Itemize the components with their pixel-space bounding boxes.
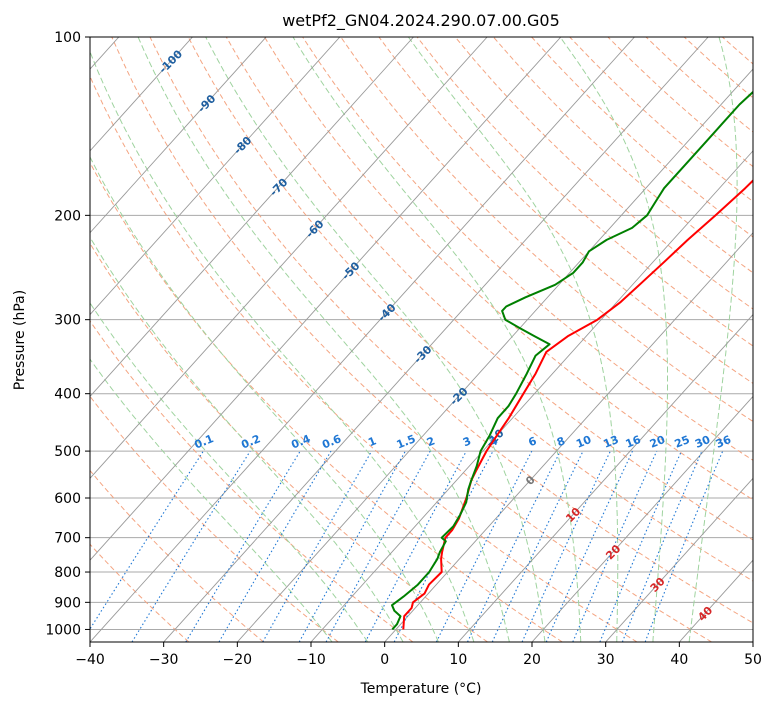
x-tick-label: 50 [744, 652, 762, 668]
x-tick-label: 40 [670, 652, 688, 668]
moist-adiabats [90, 37, 738, 642]
dewpoint-line [391, 90, 753, 631]
mixing-ratio-line [90, 450, 204, 630]
temperature-line [402, 179, 753, 630]
y-axis: 100 200 300 400 500 600 700 800 900 1000 [45, 30, 90, 638]
mixing-ratio-line [325, 450, 431, 642]
x-axis: −40 −30 −20 −10 0 10 20 30 40 50 [75, 642, 762, 668]
x-tick-label: 10 [449, 652, 467, 668]
y-tick-label: 800 [54, 565, 81, 581]
y-axis-label: Pressure (hPa) [12, 290, 28, 390]
y-tick-label: 100 [54, 30, 81, 46]
isotherm-line [90, 37, 488, 479]
mixing-ratio-line [572, 450, 658, 642]
plot-area: -100-90-80-70-60-50-40-30-20-10010203040… [90, 37, 753, 642]
dry-adiabat-line [340, 37, 753, 423]
isotherm-line [90, 37, 341, 316]
mixing-ratio-line [435, 450, 533, 642]
dry-adiabat-line [111, 37, 712, 642]
x-tick-label: 30 [597, 652, 615, 668]
isotherm-line [90, 37, 562, 561]
moist-adiabat-line [407, 37, 619, 642]
dry-adiabat-line [187, 37, 753, 582]
mixing-ratio-label: 25 [673, 433, 692, 451]
mixing-ratio-label: 16 [624, 433, 643, 451]
x-axis-label: Temperature (°C) [360, 681, 482, 697]
moist-adiabat-line [559, 37, 668, 642]
isotherm-line [236, 68, 753, 642]
dry-adiabat-line [264, 37, 753, 501]
moist-adiabat-line [688, 37, 738, 642]
dry-adiabat-line [416, 37, 753, 347]
y-tick-label: 700 [54, 531, 81, 547]
mixing-ratio-line [364, 450, 467, 642]
x-tick-label: 20 [523, 652, 541, 668]
isobar-grid [90, 37, 753, 630]
isotherm-line [457, 313, 753, 642]
dry-adiabat-line [90, 161, 563, 642]
x-tick-label: 0 [380, 652, 389, 668]
dry-adiabat-line [90, 242, 488, 642]
dry-adiabat-line [90, 469, 264, 642]
isotherm-line [310, 150, 753, 642]
isotherm-line [90, 37, 414, 398]
dry-adiabat-line [454, 37, 753, 310]
x-tick-label: −10 [296, 652, 326, 668]
mixing-ratio-label: 8 [555, 434, 567, 449]
isotherm-line [163, 37, 709, 642]
x-tick-label: −40 [75, 652, 105, 668]
y-tick-label: 900 [54, 595, 81, 611]
isotherm-line [90, 37, 193, 152]
moist-adiabat-line [90, 302, 369, 642]
moist-adiabat-line [90, 236, 404, 642]
moist-adiabat-line [90, 50, 475, 642]
dry-adiabat-line [90, 75, 638, 642]
mixing-ratio-line [644, 450, 724, 642]
y-tick-label: 200 [54, 208, 81, 224]
mixing-ratio-line [599, 450, 682, 642]
isotherm-line [531, 395, 753, 642]
profile-series [391, 90, 753, 631]
dry-adiabat-line [149, 37, 753, 624]
y-tick-label: 1000 [45, 622, 81, 638]
isotherm-line [90, 37, 267, 234]
mixing-ratio-line [545, 450, 633, 642]
y-tick-label: 300 [54, 313, 81, 329]
plot-frame [89, 36, 754, 643]
mixing-ratio-label: 20 [648, 433, 667, 451]
y-tick-label: 500 [54, 444, 81, 460]
mixing-ratio-line [298, 450, 406, 642]
y-tick-label: 400 [54, 387, 81, 403]
x-tick-label: −30 [149, 652, 179, 668]
mixing-ratio-label: 30 [693, 433, 712, 451]
y-tick-label: 600 [54, 491, 81, 507]
isotherm-line [90, 37, 635, 642]
mixing-ratio-label: 1 [366, 434, 378, 449]
mixing-ratio-line [621, 450, 703, 642]
mixing-ratio-label: 36 [714, 433, 733, 451]
moist-adiabat-line [137, 37, 510, 642]
isotherm-line [384, 232, 753, 642]
mixing-ratio-label: 2 [425, 434, 437, 449]
chart-title: wetPf2_GN04.2024.290.07.00.G05 [282, 11, 560, 31]
mixing-ratio-label: 3 [461, 434, 473, 449]
mixing-ratio-label: 10 [574, 433, 593, 451]
mixing-ratio-label: 13 [602, 433, 621, 451]
moist-adiabat-line [205, 37, 546, 642]
moist-adiabat-line [292, 37, 582, 642]
mixing-ratio-lines [90, 450, 724, 642]
moist-adiabat-line [90, 156, 439, 642]
isotherm-line [605, 477, 753, 642]
x-tick-label: −20 [223, 652, 253, 668]
isotherm-grid [90, 37, 753, 642]
mixing-ratio-line [131, 450, 251, 642]
